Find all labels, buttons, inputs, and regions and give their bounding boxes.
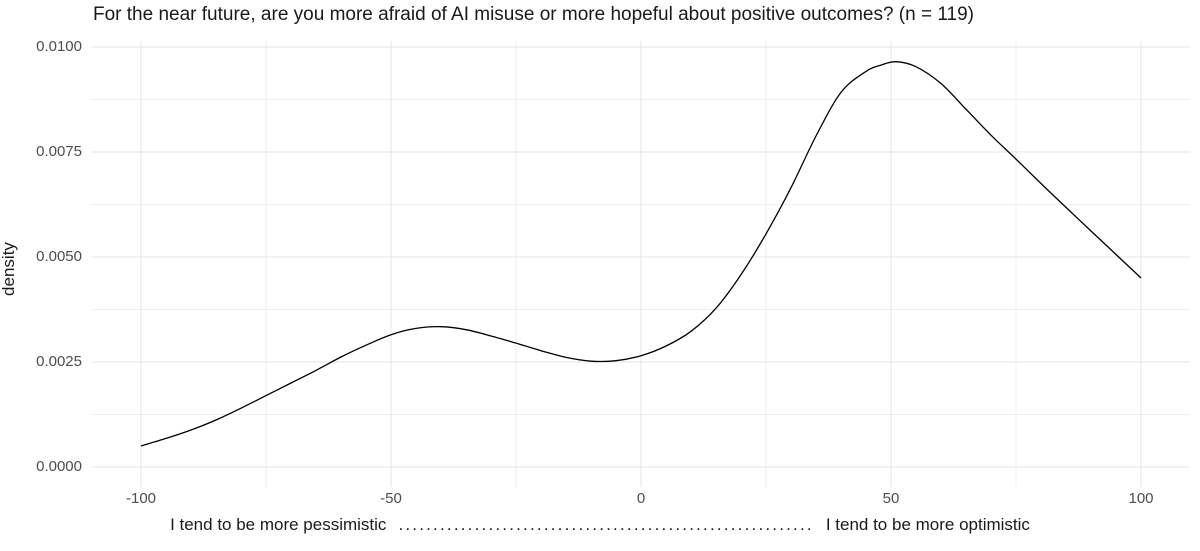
- x-tick-label: 50: [882, 490, 900, 507]
- x-caption-dot-leader: ........................................…: [398, 515, 814, 534]
- x-tick-label: 100: [1128, 490, 1154, 507]
- major-gridlines: [92, 41, 1190, 487]
- x-tick-label: -50: [380, 490, 402, 507]
- plot-title: For the near future, are you more afraid…: [93, 4, 974, 25]
- y-tick-label: 0.0075: [36, 143, 82, 160]
- y-tick-label: 0.0050: [36, 248, 82, 265]
- y-axis-title: density: [0, 242, 18, 296]
- x-caption-optimistic: I tend to be more optimistic: [825, 515, 1030, 534]
- y-tick-label: 0.0025: [36, 353, 82, 370]
- x-tick-label: 0: [636, 490, 646, 507]
- x-tick-label: -100: [125, 490, 157, 507]
- density-curve: [140, 61, 1142, 447]
- y-tick-label: 0.0100: [36, 38, 82, 55]
- x-caption-pessimistic: I tend to be more pessimistic: [170, 515, 387, 534]
- x-axis-caption: I tend to be more pessimistic ..........…: [0, 515, 1200, 535]
- y-tick-label: 0.0000: [36, 458, 82, 475]
